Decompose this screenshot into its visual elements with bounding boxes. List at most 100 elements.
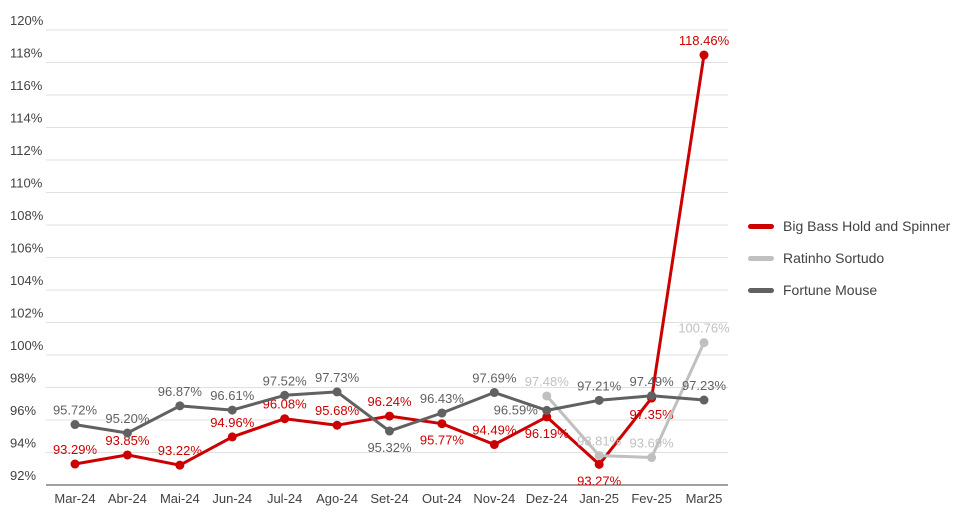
data-point-ratinho-sortudo-mar25[interactable]: [699, 338, 709, 348]
y-axis-tick-label: 112%: [10, 143, 43, 158]
y-axis-tick-label: 104%: [10, 273, 44, 288]
legend-label: Fortune Mouse: [783, 282, 878, 298]
data-label-big-bass-hold-and-spinner-mai-24: 93.22%: [158, 443, 203, 458]
x-axis-tick-label: Mai-24: [160, 491, 200, 506]
y-axis-tick-label: 106%: [10, 241, 44, 256]
data-label-big-bass-hold-and-spinner-ago-24: 95.68%: [315, 403, 360, 418]
data-point-big-bass-hold-and-spinner-out-24[interactable]: [437, 419, 447, 429]
data-label-ratinho-sortudo-jan-25: 93.81%: [577, 434, 622, 449]
data-point-fortune-mouse-out-24[interactable]: [437, 408, 447, 418]
y-axis-tick-label: 98%: [10, 371, 36, 386]
x-axis-tick-label: Ago-24: [316, 491, 358, 506]
y-axis-tick-label: 108%: [10, 208, 44, 223]
data-label-fortune-mouse-nov-24: 97.69%: [472, 371, 517, 386]
data-point-fortune-mouse-nov-24[interactable]: [489, 388, 499, 398]
legend-item-big-bass-hold-and-spinner[interactable]: Big Bass Hold and Spinner: [748, 219, 950, 234]
data-point-fortune-mouse-jun-24[interactable]: [227, 405, 237, 415]
data-point-big-bass-hold-and-spinner-dez-24[interactable]: [542, 412, 552, 422]
data-point-big-bass-hold-and-spinner-mar25[interactable]: [699, 50, 709, 60]
data-label-ratinho-sortudo-dez-24: 97.48%: [525, 374, 570, 389]
data-label-ratinho-sortudo-mar25: 100.76%: [678, 321, 730, 336]
data-label-ratinho-sortudo-fev-25: 93.69%: [630, 436, 675, 451]
data-label-fortune-mouse-mai-24: 96.87%: [158, 384, 203, 399]
data-point-ratinho-sortudo-dez-24[interactable]: [542, 391, 552, 401]
data-label-big-bass-hold-and-spinner-nov-24: 94.49%: [472, 423, 517, 438]
legend-swatch-red-line-icon: [748, 224, 774, 229]
data-point-fortune-mouse-mar-24[interactable]: [70, 420, 80, 430]
legend-swatch-darkgray-line-icon: [748, 288, 774, 293]
y-axis-tick-label: 94%: [10, 436, 36, 451]
legend-swatch-lightgray-line-icon: [748, 256, 774, 261]
y-axis-tick-label: 120%: [10, 13, 44, 28]
y-axis-tick-label: 92%: [10, 468, 36, 483]
data-label-fortune-mouse-jun-24: 96.61%: [210, 388, 255, 403]
data-label-fortune-mouse-abr-24: 95.20%: [105, 411, 150, 426]
legend-label: Big Bass Hold and Spinner: [783, 218, 951, 234]
y-axis-tick-label: 96%: [10, 403, 36, 418]
data-point-big-bass-hold-and-spinner-jul-24[interactable]: [280, 414, 290, 424]
data-label-fortune-mouse-dez-24: 96.59%: [494, 402, 539, 417]
data-point-fortune-mouse-fev-25[interactable]: [647, 391, 657, 401]
x-axis-tick-label: Set-24: [370, 491, 408, 506]
series-line-ratinho-sortudo: [545, 341, 706, 459]
data-label-fortune-mouse-fev-25: 97.49%: [630, 374, 675, 389]
data-label-big-bass-hold-and-spinner-dez-24: 96.19%: [525, 426, 570, 441]
y-axis-tick-label: 102%: [10, 306, 44, 321]
data-point-fortune-mouse-mai-24[interactable]: [175, 401, 185, 411]
data-point-big-bass-hold-and-spinner-set-24[interactable]: [385, 411, 394, 421]
data-label-fortune-mouse-set-24: 95.32%: [367, 440, 412, 455]
data-label-big-bass-hold-and-spinner-mar-24: 93.29%: [53, 442, 98, 457]
data-point-ratinho-sortudo-fev-25[interactable]: [647, 453, 657, 463]
data-point-big-bass-hold-and-spinner-abr-24[interactable]: [122, 450, 132, 460]
data-point-fortune-mouse-dez-24[interactable]: [542, 405, 552, 415]
data-point-fortune-mouse-mar25[interactable]: [699, 395, 709, 405]
data-point-fortune-mouse-ago-24[interactable]: [332, 387, 342, 397]
legend-label: Ratinho Sortudo: [783, 250, 885, 266]
legend-item-ratinho-sortudo[interactable]: Ratinho Sortudo: [748, 251, 950, 266]
x-axis-tick-label: Nov-24: [473, 491, 515, 506]
data-label-big-bass-hold-and-spinner-set-24: 96.24%: [367, 394, 412, 409]
data-point-big-bass-hold-and-spinner-jan-25[interactable]: [594, 459, 604, 469]
y-axis-tick-label: 114%: [10, 111, 43, 126]
data-point-fortune-mouse-abr-24[interactable]: [122, 428, 132, 438]
data-label-big-bass-hold-and-spinner-abr-24: 93.85%: [105, 433, 150, 448]
y-axis-tick-label: 100%: [10, 338, 44, 353]
x-axis-tick-label: Mar25: [686, 491, 723, 506]
x-axis-tick-label: Dez-24: [526, 491, 568, 506]
data-label-big-bass-hold-and-spinner-jul-24: 96.08%: [263, 397, 308, 412]
data-point-big-bass-hold-and-spinner-jun-24[interactable]: [227, 432, 237, 442]
data-label-big-bass-hold-and-spinner-fev-25: 97.35%: [630, 407, 675, 422]
x-axis-tick-label: Mar-24: [54, 491, 95, 506]
data-label-fortune-mouse-mar25: 97.23%: [682, 378, 727, 393]
x-axis-tick-label: Jul-24: [267, 491, 302, 506]
data-point-big-bass-hold-and-spinner-mar-24[interactable]: [70, 459, 80, 469]
data-label-big-bass-hold-and-spinner-mar25: 118.46%: [679, 33, 730, 48]
data-point-big-bass-hold-and-spinner-nov-24[interactable]: [489, 440, 499, 450]
data-label-big-bass-hold-and-spinner-jun-24: 94.96%: [210, 415, 255, 430]
x-axis-tick-label: Abr-24: [108, 491, 147, 506]
data-point-big-bass-hold-and-spinner-ago-24[interactable]: [332, 420, 342, 430]
y-axis-tick-label: 116%: [10, 78, 43, 93]
y-axis-tick-label: 118%: [10, 46, 43, 61]
data-label-fortune-mouse-jul-24: 97.52%: [263, 373, 308, 388]
x-axis-tick-label: Fev-25: [631, 491, 671, 506]
data-label-big-bass-hold-and-spinner-out-24: 95.77%: [420, 433, 465, 448]
chart-legend: Big Bass Hold and Spinner Ratinho Sortud…: [748, 219, 950, 298]
x-axis-tick-label: Out-24: [422, 491, 462, 506]
data-label-fortune-mouse-mar-24: 95.72%: [53, 403, 98, 418]
data-point-fortune-mouse-set-24[interactable]: [385, 426, 394, 436]
data-point-fortune-mouse-jul-24[interactable]: [280, 390, 290, 400]
data-point-ratinho-sortudo-jan-25[interactable]: [594, 451, 604, 461]
x-axis-tick-label: Jan-25: [579, 491, 619, 506]
data-label-big-bass-hold-and-spinner-jan-25: 93.27%: [577, 473, 622, 488]
x-axis-tick-label: Jun-24: [212, 491, 252, 506]
data-label-fortune-mouse-out-24: 96.43%: [420, 391, 465, 406]
data-point-fortune-mouse-jan-25[interactable]: [594, 395, 604, 405]
data-label-fortune-mouse-ago-24: 97.73%: [315, 370, 360, 385]
data-point-big-bass-hold-and-spinner-mai-24[interactable]: [175, 460, 185, 470]
legend-item-fortune-mouse[interactable]: Fortune Mouse: [748, 283, 950, 298]
y-axis-tick-label: 110%: [10, 176, 43, 191]
data-label-fortune-mouse-jan-25: 97.21%: [577, 378, 622, 393]
